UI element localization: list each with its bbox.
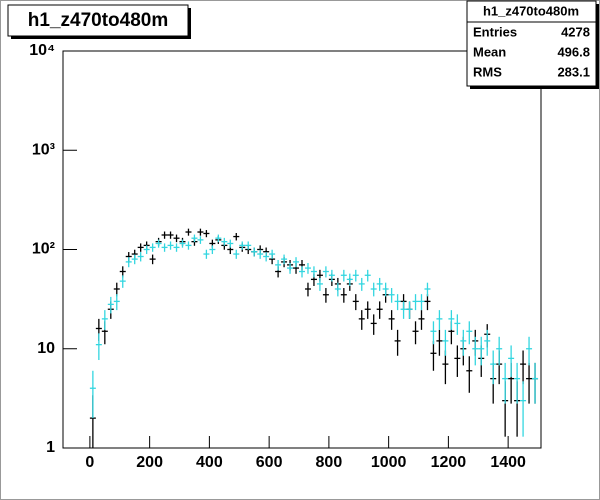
x-tick-label: 200 bbox=[136, 454, 163, 471]
title-box bbox=[7, 4, 189, 37]
stats-title: h1_z470to480m bbox=[483, 3, 579, 18]
x-tick-label: 1000 bbox=[371, 454, 407, 471]
plot-frame bbox=[62, 50, 542, 449]
x-tick-label: 1400 bbox=[490, 454, 526, 471]
y-tick-label: 10² bbox=[32, 241, 55, 258]
y-tick-label: 10³ bbox=[32, 141, 55, 158]
x-tick-label: 400 bbox=[196, 454, 223, 471]
stats-label: Mean bbox=[473, 44, 506, 59]
stats-value: 283.1 bbox=[557, 64, 590, 79]
y-tick-label: 1 bbox=[46, 439, 55, 456]
y-tick-label: 10 bbox=[37, 340, 55, 357]
stats-value: 496.8 bbox=[557, 44, 590, 59]
stats-value: 4278 bbox=[561, 24, 590, 39]
stats-box bbox=[466, 0, 597, 87]
x-tick-label: 800 bbox=[316, 454, 343, 471]
stats-label: Entries bbox=[473, 24, 517, 39]
chart-title: h1_z470to480m bbox=[28, 10, 168, 31]
y-tick-label: 10⁴ bbox=[29, 42, 55, 59]
x-tick-label: 0 bbox=[85, 454, 94, 471]
x-tick-label: 600 bbox=[256, 454, 283, 471]
stats-label: RMS bbox=[473, 64, 502, 79]
x-tick-label: 1200 bbox=[431, 454, 467, 471]
